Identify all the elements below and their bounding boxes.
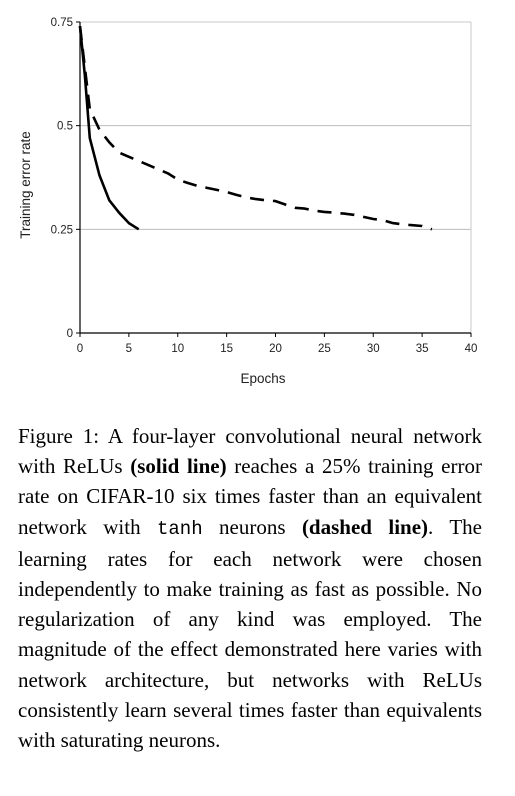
x-tick-label: 30 [367,343,380,355]
tick-labels: 0 0.25 0.5 0.75 0 5 10 15 20 25 30 35 40 [51,17,478,355]
series-group [80,26,432,229]
y-tick-label: 0.75 [51,17,73,29]
grid-lines [80,126,471,230]
caption-text-4: . The learning rates for each network we… [18,515,482,752]
y-tick-label: 0.25 [51,224,73,236]
y-tick-label: 0.5 [57,121,73,133]
caption-label: Figure 1: [18,424,99,448]
x-tick-label: 5 [126,343,132,355]
x-tick-label: 25 [318,343,331,355]
x-tick-label: 20 [269,343,282,355]
caption-text-3: neurons [203,515,302,539]
caption-bold-dashed-line: (dashed line) [302,515,428,539]
caption-bold-solid-line: (solid line) [130,454,226,478]
relu-solid-line [80,26,139,229]
y-axis-title: Training error rate [18,131,33,239]
x-tick-label: 15 [220,343,233,355]
y-tick-label: 0 [67,328,73,340]
tanh-dashed-line [80,26,432,229]
x-tick-label: 35 [416,343,429,355]
x-axis-title: Epochs [240,371,285,386]
caption-tanh: tanh [157,518,203,540]
figure-caption: Figure 1: A four-layer convolutional neu… [18,421,482,755]
axes [76,22,471,337]
training-error-chart: 0 0.25 0.5 0.75 0 5 10 15 20 25 30 35 40 Epochs Trai… [0,0,515,400]
x-tick-label: 10 [171,343,184,355]
x-tick-label: 0 [77,343,83,355]
x-tick-label: 40 [465,343,478,355]
